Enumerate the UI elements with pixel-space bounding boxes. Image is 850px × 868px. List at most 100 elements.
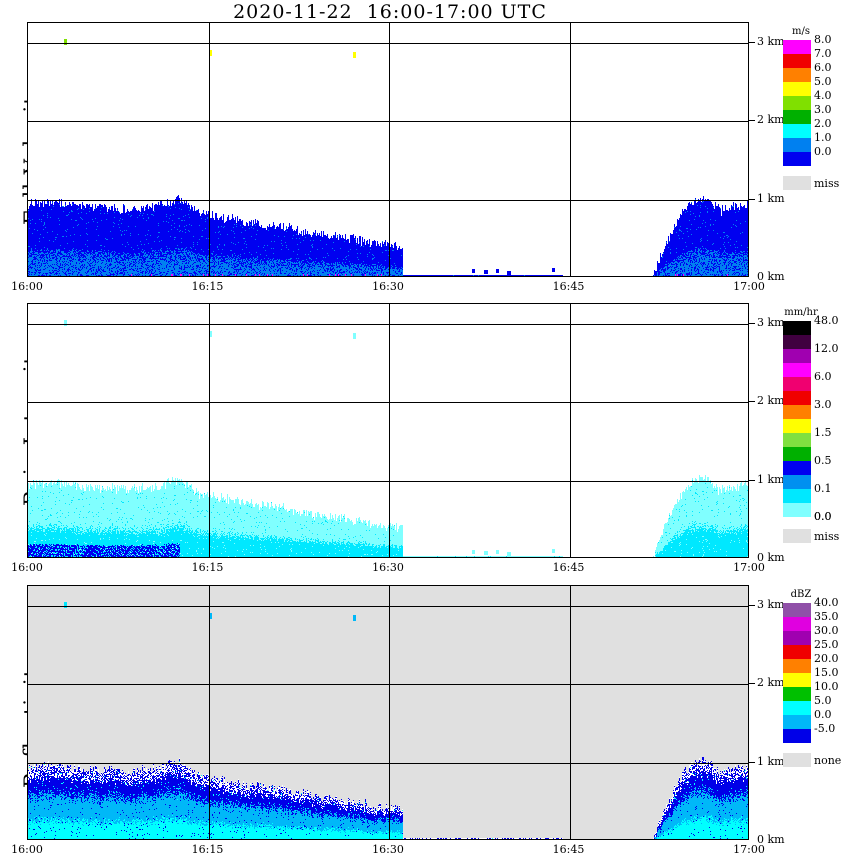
gridline-altitude-1km bbox=[28, 481, 748, 482]
gridline-time-1630 bbox=[389, 23, 390, 276]
colorbar-tick-fall-velocity-3: 5.0 bbox=[814, 75, 832, 88]
colorbar-swatch-reflectivity-5 bbox=[783, 673, 811, 687]
colorbar-tick-fall-velocity-0: 8.0 bbox=[814, 33, 832, 46]
colorbar-swatch-fall-velocity-0 bbox=[783, 40, 811, 54]
gridline-altitude-2km bbox=[28, 684, 748, 685]
colorbar-missing-label-reflectivity: none bbox=[814, 754, 842, 767]
altitude-tick-0km: 0 km bbox=[757, 270, 785, 283]
altitude-tick-3km: 3 km bbox=[757, 316, 785, 329]
colorbar-tick-fall-velocity-1: 7.0 bbox=[814, 47, 832, 60]
altitude-tick-mark-2km bbox=[748, 683, 755, 684]
colorbar-reflectivity: dBZ 40.0 35.0 30.0 25.0 20.0 15.0 10.0 5.0 0.0 -5.… bbox=[783, 589, 850, 783]
colorbar-swatch-rain-intensity-3 bbox=[783, 363, 811, 377]
colorbar-swatch-fall-velocity-8 bbox=[783, 152, 811, 166]
time-tick-1645: 16:45 bbox=[552, 561, 585, 574]
colorbar-swatch-reflectivity-1 bbox=[783, 617, 811, 631]
colorbar-swatch-rain-intensity-12 bbox=[783, 489, 811, 503]
time-tick-1700: 17:00 bbox=[733, 280, 765, 293]
colorbar-fall-velocity: m/s 8.0 7.0 6.0 5.0 4.0 3.0 2.0 1.0 0.0 miss bbox=[783, 26, 850, 206]
altitude-tick-1km: 1 km bbox=[757, 192, 785, 205]
colorbar-swatch-fall-velocity-3 bbox=[783, 82, 811, 96]
plot-area-reflectivity[interactable] bbox=[27, 585, 749, 840]
gridline-time-1645 bbox=[570, 586, 571, 839]
colorbar-swatch-reflectivity-0 bbox=[783, 603, 811, 617]
colorbar-tick-rain-intensity-base: 0.0 bbox=[814, 510, 832, 523]
time-tick-1700: 17:00 bbox=[733, 843, 765, 856]
altitude-tick-mark-2km bbox=[748, 401, 755, 402]
altitude-tick-mark-2km bbox=[748, 120, 755, 121]
altitude-tick-1km: 1 km bbox=[757, 473, 785, 486]
gridline-altitude-2km bbox=[28, 402, 748, 403]
time-tick-1600: 16:00 bbox=[11, 280, 43, 293]
colorbar-tick-reflectivity-9: -5.0 bbox=[814, 722, 836, 735]
panel-rain-intensity: Rain Intensity0 km1 km2 km3 km16:0016:15… bbox=[0, 303, 850, 584]
altitude-tick-3km: 3 km bbox=[757, 598, 785, 611]
colorbar-tick-fall-velocity-4: 4.0 bbox=[814, 89, 832, 102]
colorbar-swatch-rain-intensity-11 bbox=[783, 475, 811, 489]
colorbar-tick-fall-velocity-6: 2.0 bbox=[814, 117, 832, 130]
colorbar-unit-fall-velocity: m/s bbox=[792, 26, 810, 37]
altitude-tick-3km: 3 km bbox=[757, 35, 785, 48]
time-tick-1615: 16:15 bbox=[191, 561, 224, 574]
gridline-time-1615 bbox=[209, 586, 210, 839]
gridline-time-1645 bbox=[570, 304, 571, 557]
plot-area-rain-intensity[interactable] bbox=[27, 303, 749, 558]
colorbar-swatch-fall-velocity-5 bbox=[783, 110, 811, 124]
colorbar-tick-rain-intensity-0: 48.0 bbox=[814, 314, 839, 327]
time-tick-1630: 16:30 bbox=[372, 280, 404, 293]
colorbar-swatch-fall-velocity-1 bbox=[783, 54, 811, 68]
colorbar-tick-fall-velocity-2: 6.0 bbox=[814, 61, 832, 74]
colorbar-swatch-rain-intensity-8 bbox=[783, 433, 811, 447]
time-tick-1645: 16:45 bbox=[552, 843, 585, 856]
colorbar-missing-label-fall-velocity: miss bbox=[814, 177, 840, 190]
colorbar-swatch-reflectivity-3 bbox=[783, 645, 811, 659]
colorbar-swatch-reflectivity-2 bbox=[783, 631, 811, 645]
gridline-altitude-3km bbox=[28, 43, 748, 44]
colorbar-tick-rain-intensity-4: 1.5 bbox=[814, 426, 832, 439]
colorbar-swatch-rain-intensity-2 bbox=[783, 349, 811, 363]
time-tick-1615: 16:15 bbox=[191, 843, 224, 856]
colorbar-tick-rain-intensity-3: 3.0 bbox=[814, 398, 832, 411]
altitude-tick-0km: 0 km bbox=[757, 551, 785, 564]
time-tick-1630: 16:30 bbox=[372, 561, 404, 574]
colorbar-unit-reflectivity: dBZ bbox=[790, 589, 812, 600]
colorbar-swatch-reflectivity-8 bbox=[783, 715, 811, 729]
gridline-time-1615 bbox=[209, 304, 210, 557]
altitude-tick-mark-3km bbox=[748, 42, 755, 43]
gridline-time-1645 bbox=[570, 23, 571, 276]
colorbar-swatch-reflectivity-7 bbox=[783, 701, 811, 715]
panel-fall-velocity: Fall Velocity0 km1 km2 km3 km16:0016:151… bbox=[0, 22, 850, 303]
gridline-altitude-2km bbox=[28, 121, 748, 122]
colorbar-missing-swatch-reflectivity bbox=[783, 753, 811, 767]
gridline-time-1630 bbox=[389, 586, 390, 839]
gridline-altitude-3km bbox=[28, 606, 748, 607]
figure-title: 2020-11-22 16:00-17:00 UTC bbox=[233, 1, 547, 23]
plot-area-fall-velocity[interactable] bbox=[27, 22, 749, 277]
colorbar-swatch-fall-velocity-2 bbox=[783, 68, 811, 82]
colorbar-missing-swatch-fall-velocity bbox=[783, 176, 811, 190]
colorbar-tick-rain-intensity-1: 12.0 bbox=[814, 342, 839, 355]
colorbar-tick-reflectivity-2: 30.0 bbox=[814, 624, 839, 637]
time-tick-1615: 16:15 bbox=[191, 280, 224, 293]
altitude-tick-mark-1km bbox=[748, 199, 755, 200]
colorbar-swatch-rain-intensity-7 bbox=[783, 419, 811, 433]
time-tick-1600: 16:00 bbox=[11, 843, 43, 856]
colorbar-tick-fall-velocity-7: 1.0 bbox=[814, 131, 832, 144]
gridline-altitude-1km bbox=[28, 200, 748, 201]
colorbar-tick-fall-velocity-8: 0.0 bbox=[814, 145, 832, 158]
colorbar-tick-reflectivity-0: 40.0 bbox=[814, 596, 839, 609]
colorbar-tick-reflectivity-4: 20.0 bbox=[814, 652, 839, 665]
time-tick-1645: 16:45 bbox=[552, 280, 585, 293]
panel-reflectivity: Reflectivity0 km1 km2 km3 km16:0016:1516… bbox=[0, 585, 850, 866]
colorbar-swatch-fall-velocity-4 bbox=[783, 96, 811, 110]
altitude-tick-2km: 2 km bbox=[757, 394, 785, 407]
colorbar-swatch-rain-intensity-0 bbox=[783, 321, 811, 335]
altitude-tick-2km: 2 km bbox=[757, 113, 785, 126]
colorbar-tick-rain-intensity-5: 0.5 bbox=[814, 454, 832, 467]
colorbar-swatch-reflectivity-9 bbox=[783, 729, 811, 743]
altitude-tick-0km: 0 km bbox=[757, 833, 785, 846]
gridline-altitude-1km bbox=[28, 763, 748, 764]
colorbar-tick-reflectivity-8: 0.0 bbox=[814, 708, 832, 721]
time-tick-1630: 16:30 bbox=[372, 843, 404, 856]
